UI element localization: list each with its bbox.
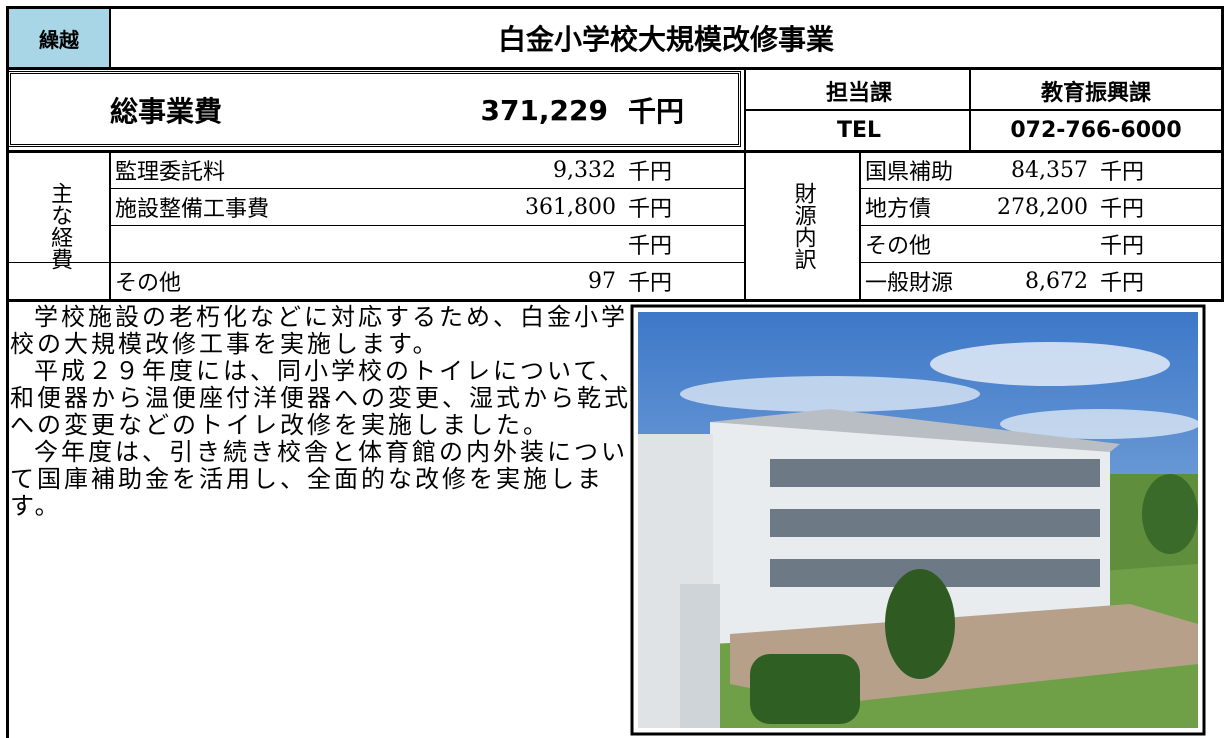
expenses-amount: 97 bbox=[588, 268, 616, 294]
total-frame bbox=[8, 71, 741, 147]
funding-item: 一般財源 bbox=[865, 271, 954, 296]
paragraph: 今年度は、引き続き校舎と体育館の内外装について国庫補助金を活用し、全面的な改修を… bbox=[10, 438, 628, 520]
title: 白金小学校大規模改修事業 bbox=[497, 23, 834, 56]
expenses-amount: 361,800 bbox=[525, 194, 616, 220]
rule bbox=[6, 67, 1224, 70]
expenses-item: 施設整備工事費 bbox=[115, 197, 270, 222]
photo bbox=[630, 304, 1206, 736]
expenses-amount: 9,332 bbox=[553, 157, 616, 183]
funding-item: 地方債 bbox=[865, 197, 932, 222]
expenses-unit: 千円 bbox=[628, 271, 673, 296]
rule bbox=[109, 152, 111, 300]
rule bbox=[745, 109, 1222, 111]
paragraph: 学校施設の老朽化などに対応するため、白金小学校の大規模改修工事を実施します。 bbox=[10, 303, 628, 358]
rule bbox=[110, 225, 745, 226]
expenses-item: その他 bbox=[115, 271, 182, 296]
funding-unit: 千円 bbox=[1100, 197, 1145, 222]
total-amount: 371,229 bbox=[480, 93, 608, 127]
tag: 繰越 bbox=[8, 8, 110, 68]
rule bbox=[860, 188, 1222, 189]
funding-unit: 千円 bbox=[1100, 160, 1145, 185]
rule bbox=[860, 225, 1222, 226]
rule bbox=[6, 6, 1224, 9]
body-text: 学校施設の老朽化などに対応するため、白金小学校の大規模改修工事を実施します。 平成… bbox=[10, 304, 632, 520]
funding-amount: 84,357 bbox=[1011, 157, 1088, 183]
expenses-unit: 千円 bbox=[628, 197, 673, 222]
funding-item: その他 bbox=[865, 234, 932, 259]
funding-label: 財源内訳 bbox=[790, 182, 816, 270]
expenses-unit: 千円 bbox=[628, 160, 673, 185]
expenses-unit: 千円 bbox=[628, 234, 673, 259]
rule bbox=[110, 188, 745, 189]
total-unit: 千円 bbox=[628, 95, 685, 128]
funding-amount: 278,200 bbox=[997, 194, 1088, 220]
rule bbox=[1221, 6, 1224, 302]
tel-label: TEL bbox=[836, 117, 882, 143]
rule bbox=[860, 262, 1222, 263]
expenses-label: 主な経費 bbox=[47, 182, 73, 270]
rule bbox=[6, 299, 1224, 302]
funding-item: 国県補助 bbox=[865, 160, 954, 185]
dept: 教育振興課 bbox=[1040, 81, 1151, 106]
rule bbox=[744, 68, 746, 300]
funding-unit: 千円 bbox=[1100, 234, 1145, 259]
tel: 072-766-6000 bbox=[1010, 117, 1182, 143]
funding-amount: 8,672 bbox=[1025, 268, 1088, 294]
rule bbox=[6, 6, 9, 738]
dept-label: 担当課 bbox=[825, 81, 892, 106]
expenses-item: 監理委託料 bbox=[115, 160, 226, 185]
paragraph: 平成２９年度には、同小学校のトイレについて、和便器から温便座付洋便器への変更、湿… bbox=[10, 357, 631, 439]
funding-unit: 千円 bbox=[1100, 271, 1145, 296]
rule bbox=[859, 152, 861, 300]
rule bbox=[6, 150, 1224, 153]
total-label: 総事業費 bbox=[110, 95, 223, 128]
rule bbox=[8, 262, 745, 263]
rule bbox=[109, 6, 111, 68]
